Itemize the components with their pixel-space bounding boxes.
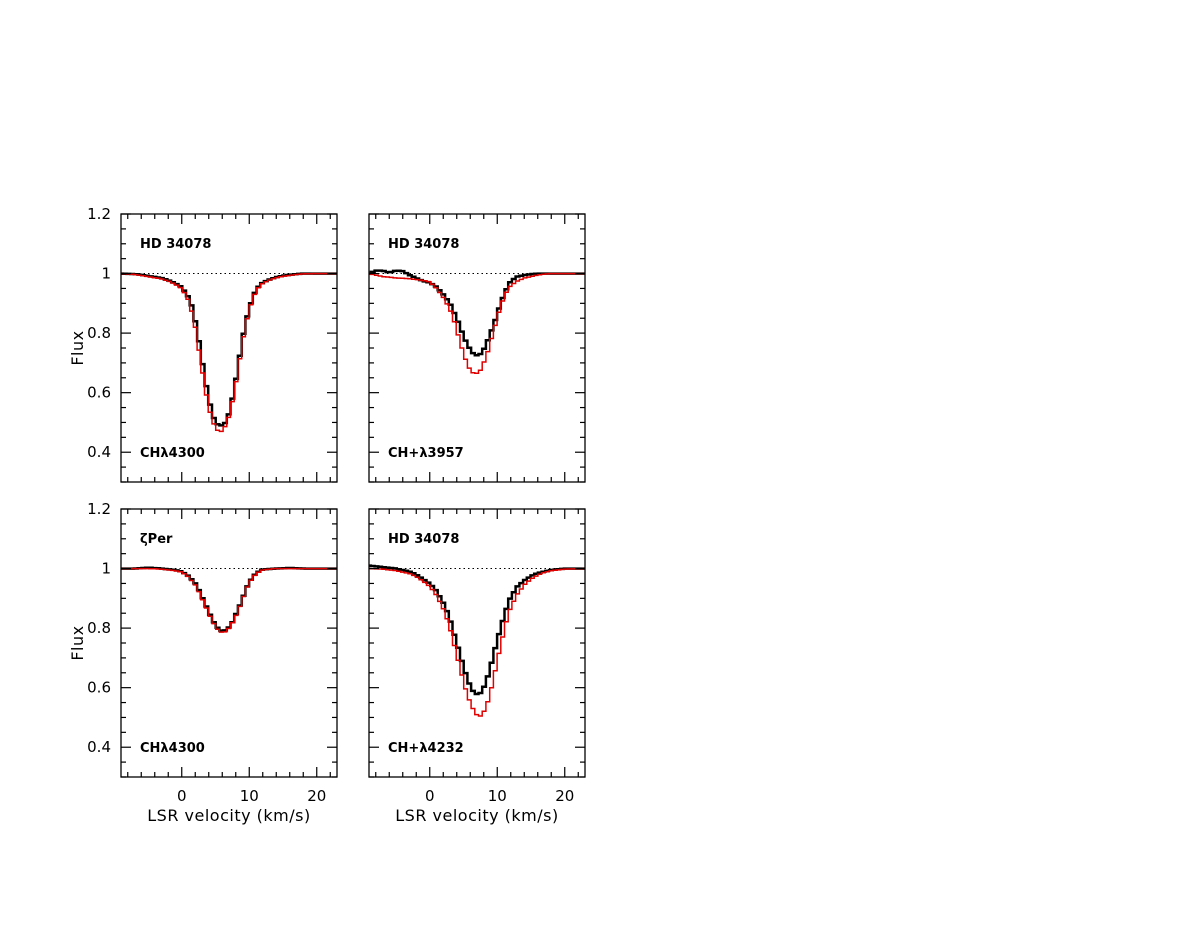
panel-line-label: CHλ4300 — [140, 741, 205, 756]
panels: 0.4 0.6 0.8 1 1.2 Flux HD 34078 CHλ4300 HD 34078… — [68, 205, 586, 825]
x-tick-label: 20 — [307, 787, 326, 805]
panel-target-label: ζPer — [140, 532, 173, 547]
panel-line-label: CH+λ3957 — [388, 446, 464, 461]
y-tick-label: 1 — [101, 560, 111, 578]
y-tick-label: 0.4 — [87, 443, 111, 461]
x-axis-title: LSR velocity (km/s) — [395, 806, 558, 825]
y-axis-title: Flux — [68, 330, 87, 365]
x-tick-label: 10 — [488, 787, 507, 805]
x-tick-label: 0 — [177, 787, 187, 805]
series-group — [121, 566, 337, 633]
panel-line-label: CH+λ4232 — [388, 741, 464, 756]
y-axis-title: Flux — [68, 625, 87, 660]
series-group — [369, 564, 585, 717]
panel-target-label: HD 34078 — [388, 532, 459, 547]
panel-target-label: HD 34078 — [388, 237, 459, 252]
model-spectrum-line — [121, 272, 337, 433]
model-spectrum-line — [121, 567, 337, 633]
x-axis-title: LSR velocity (km/s) — [147, 806, 310, 825]
panel-2: HD 34078 CH+λ3957 — [368, 213, 586, 483]
y-tick-label: 0.4 — [87, 738, 111, 756]
model-spectrum-line — [369, 272, 585, 375]
model-spectrum-line — [369, 567, 585, 717]
y-tick-label: 0.8 — [87, 619, 111, 637]
x-tick-label: 20 — [555, 787, 574, 805]
y-tick-label: 0.6 — [87, 679, 111, 697]
series-group — [369, 269, 585, 375]
y-tick-label: 0.6 — [87, 384, 111, 402]
x-tick-label: 0 — [425, 787, 435, 805]
y-tick-label: 0.8 — [87, 324, 111, 342]
panel-line-label: CHλ4300 — [140, 446, 205, 461]
y-tick-label: 1.2 — [87, 205, 111, 223]
panel-1: 0.4 0.6 0.8 1 1.2 Flux HD 34078 CHλ4300 — [68, 205, 338, 483]
x-tick-label: 10 — [240, 787, 259, 805]
observed-spectrum-line — [369, 269, 585, 357]
series-group — [121, 272, 337, 433]
panel-target-label: HD 34078 — [140, 237, 211, 252]
y-tick-label: 1 — [101, 265, 111, 283]
y-tick-label: 1.2 — [87, 500, 111, 518]
